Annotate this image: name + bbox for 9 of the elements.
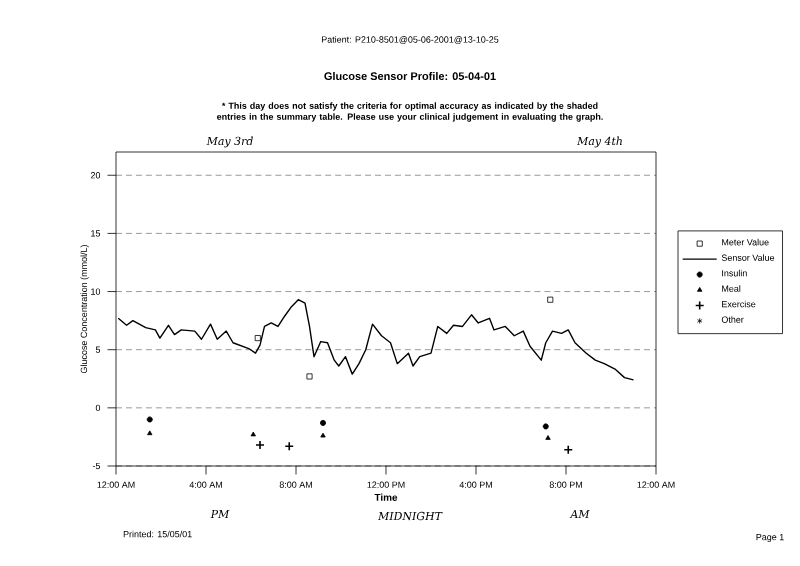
point [547, 296, 554, 303]
point [255, 440, 265, 450]
point [254, 335, 261, 342]
point [542, 423, 549, 430]
point [306, 373, 313, 380]
point [146, 416, 153, 423]
point [563, 444, 574, 455]
point [284, 441, 295, 452]
point [320, 419, 326, 426]
